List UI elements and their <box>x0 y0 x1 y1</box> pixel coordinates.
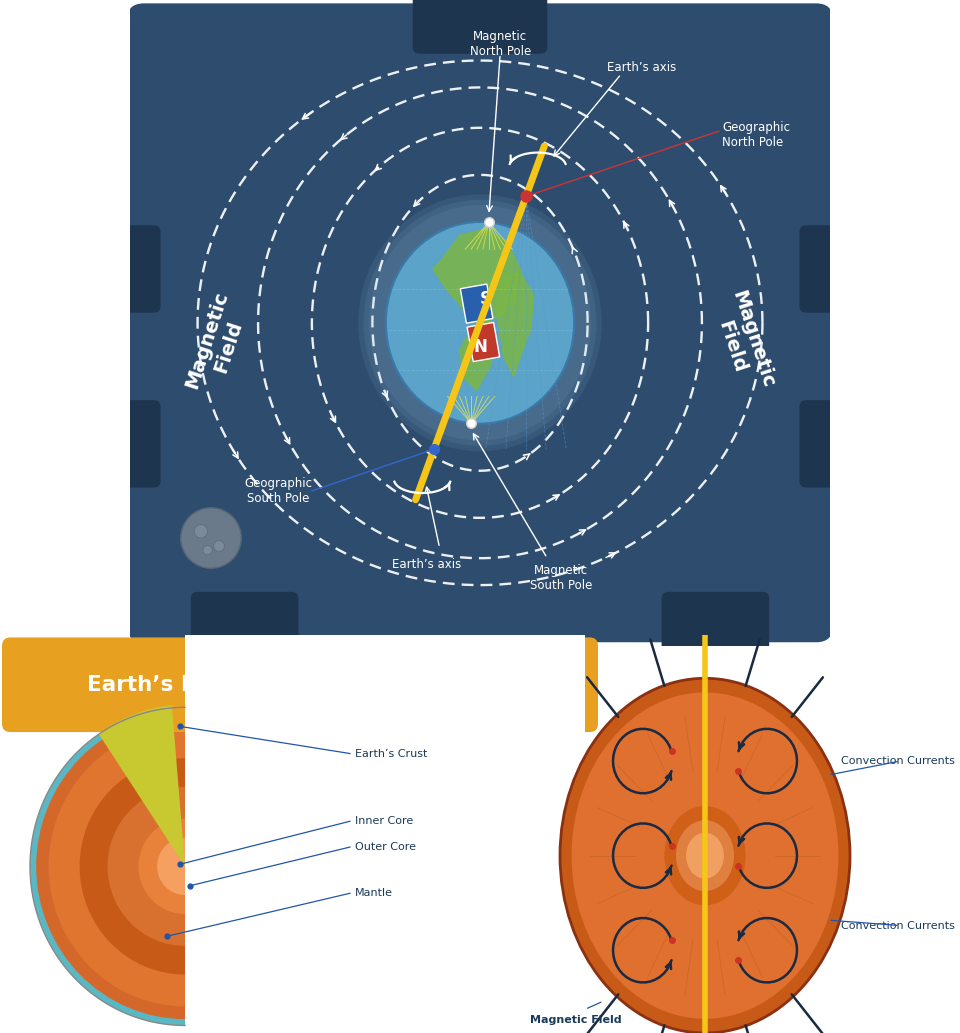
Polygon shape <box>497 273 534 377</box>
Text: Convection Currents: Convection Currents <box>841 920 955 931</box>
Text: Magnetic
Field: Magnetic Field <box>182 288 252 398</box>
Ellipse shape <box>369 206 591 440</box>
Text: Inner Core: Inner Core <box>355 816 413 826</box>
Text: S: S <box>480 290 492 308</box>
Text: Outer Core: Outer Core <box>355 842 416 852</box>
Polygon shape <box>460 319 497 390</box>
Ellipse shape <box>108 787 262 946</box>
Ellipse shape <box>560 679 850 1033</box>
FancyBboxPatch shape <box>661 592 769 653</box>
Ellipse shape <box>364 199 596 446</box>
Ellipse shape <box>36 714 334 1020</box>
Polygon shape <box>433 228 520 322</box>
Ellipse shape <box>358 194 602 451</box>
Text: N: N <box>474 338 488 355</box>
FancyBboxPatch shape <box>127 3 833 643</box>
Circle shape <box>180 508 241 568</box>
Polygon shape <box>468 322 499 362</box>
Circle shape <box>194 525 207 538</box>
FancyBboxPatch shape <box>104 225 160 313</box>
Text: Earth’s Crust: Earth’s Crust <box>355 749 427 758</box>
Ellipse shape <box>80 758 290 974</box>
FancyBboxPatch shape <box>800 225 856 313</box>
FancyBboxPatch shape <box>191 592 299 653</box>
Ellipse shape <box>30 708 340 1026</box>
Text: Geographic
South Pole: Geographic South Pole <box>244 477 312 505</box>
Text: Convection Currents: Convection Currents <box>841 756 955 766</box>
Circle shape <box>214 540 225 552</box>
Text: Magnetic
North Pole: Magnetic North Pole <box>469 30 531 58</box>
Polygon shape <box>185 614 585 1033</box>
Ellipse shape <box>386 222 574 424</box>
Ellipse shape <box>686 833 724 879</box>
FancyBboxPatch shape <box>104 400 160 488</box>
Text: Magnetic
South Pole: Magnetic South Pole <box>530 564 592 592</box>
Text: Earth’s axis: Earth’s axis <box>392 559 461 571</box>
Text: Geographic
North Pole: Geographic North Pole <box>722 121 790 149</box>
Ellipse shape <box>571 692 838 1019</box>
Polygon shape <box>461 284 492 323</box>
FancyBboxPatch shape <box>2 637 598 732</box>
Text: Magnetic
Field: Magnetic Field <box>708 288 778 398</box>
FancyBboxPatch shape <box>800 400 856 488</box>
Ellipse shape <box>664 806 746 905</box>
Ellipse shape <box>49 726 322 1006</box>
Wedge shape <box>99 706 185 867</box>
Ellipse shape <box>676 820 734 891</box>
FancyBboxPatch shape <box>413 0 547 54</box>
Text: Mantle: Mantle <box>355 888 393 899</box>
Text: Earth’s Inner Core Currents: Earth’s Inner Core Currents <box>86 675 420 695</box>
Ellipse shape <box>157 838 213 895</box>
Text: Earth’s axis: Earth’s axis <box>607 61 676 73</box>
Ellipse shape <box>138 819 231 914</box>
Text: Magnetic Field: Magnetic Field <box>530 1015 622 1025</box>
Circle shape <box>203 545 212 555</box>
